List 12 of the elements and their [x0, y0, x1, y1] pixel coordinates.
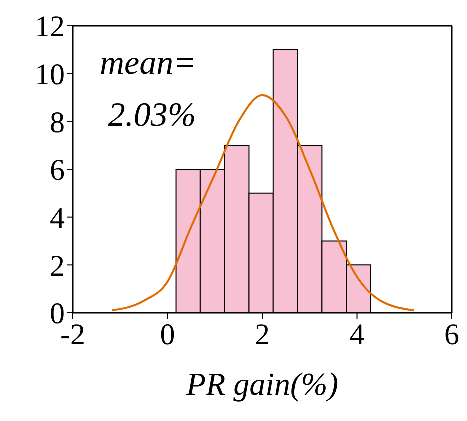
- y-tick-label: 6: [50, 154, 65, 188]
- y-tick-label: 8: [50, 106, 65, 140]
- x-tick-label: 2: [255, 318, 270, 352]
- x-tick-label: 0: [160, 318, 176, 352]
- y-tick-label: 10: [35, 58, 65, 92]
- y-tick-label: 12: [35, 10, 65, 44]
- annotation: mean= 2.03%: [100, 44, 197, 136]
- y-tick-label: 2: [50, 250, 65, 283]
- y-tick-label: 4: [50, 202, 65, 235]
- x-tick-label: 6: [444, 318, 460, 352]
- x-axis-title: PR gain(%): [186, 366, 338, 402]
- x-tick-label: 4: [350, 318, 365, 352]
